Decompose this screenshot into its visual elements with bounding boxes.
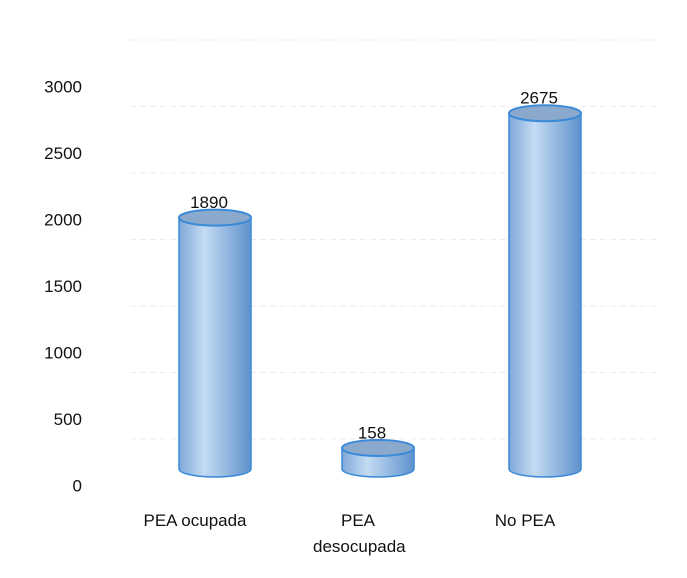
x-tick-label: PEA desocupada xyxy=(313,511,406,556)
x-tick-label: PEA ocupada xyxy=(143,511,247,530)
y-tick-label: 1000 xyxy=(44,343,82,362)
data-label: 1890 xyxy=(190,193,228,212)
cylinder-top xyxy=(178,208,252,227)
cylinder-top xyxy=(341,438,415,457)
cylinder-body xyxy=(508,112,582,478)
y-tick-label: 0 xyxy=(73,476,82,495)
bar xyxy=(508,104,582,478)
data-label: 2675 xyxy=(520,89,558,108)
y-tick-label: 3000 xyxy=(44,77,82,96)
cylinder-body xyxy=(178,216,252,478)
y-tick-label: 500 xyxy=(54,410,82,429)
y-tick-label: 1500 xyxy=(44,277,82,296)
bar xyxy=(178,208,252,478)
cylinder-top xyxy=(508,104,582,123)
data-label: 158 xyxy=(358,423,386,442)
y-tick-label: 2500 xyxy=(44,144,82,163)
bar xyxy=(341,438,415,478)
y-tick-label: 2000 xyxy=(44,210,82,229)
x-tick-label: No PEA xyxy=(494,511,556,530)
